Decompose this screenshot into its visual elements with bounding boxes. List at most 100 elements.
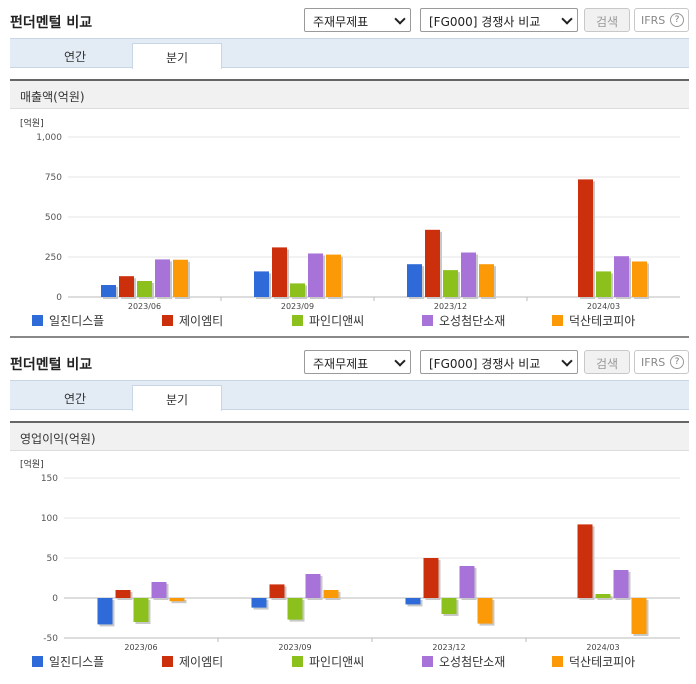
legend-label: 제이엠티 (179, 655, 223, 669)
bar (173, 259, 188, 297)
panel-title: 펀더멘털 비교 (10, 15, 93, 31)
legend-label: 파인디앤씨 (309, 655, 364, 669)
panel-header: 펀더멘털 비교 주재무제표 [FG000] 경쟁사 비교 검색 IFRS? (0, 342, 696, 380)
tab-quarterly[interactable]: 분기 (132, 385, 222, 411)
legend-label: 오성첨단소재 (439, 655, 505, 669)
legend-swatch (552, 315, 563, 326)
y-tick-label: 500 (45, 213, 62, 223)
divider (10, 336, 689, 338)
statement-select-value: 주재무제표 (313, 357, 369, 371)
bar (407, 264, 422, 297)
y-tick-label: 100 (41, 514, 58, 524)
legend-label: 덕산테코피아 (569, 655, 635, 669)
bar (133, 598, 149, 622)
ifrs-button[interactable]: IFRS? (634, 8, 689, 32)
bar (308, 253, 323, 297)
ifrs-button[interactable]: IFRS? (634, 350, 689, 374)
bar (441, 598, 457, 614)
ifrs-label: IFRS (641, 14, 666, 27)
bar (155, 259, 170, 297)
legend-swatch (552, 656, 563, 667)
bar (577, 524, 593, 598)
bar (477, 598, 493, 624)
bar (595, 594, 611, 598)
section-header: 매출액(억원) (10, 79, 689, 109)
bar (269, 584, 285, 598)
x-tick-label: 2024/03 (587, 302, 620, 311)
bar (405, 598, 421, 605)
bar (614, 256, 629, 297)
legend-swatch (32, 656, 43, 667)
bar (151, 582, 167, 598)
tab-annual[interactable]: 연간 (63, 392, 87, 406)
statement-select-value: 주재무제표 (313, 15, 369, 29)
bar (461, 252, 476, 297)
peer-group-select[interactable]: [FG000] 경쟁사 비교 (420, 8, 578, 32)
peer-group-select-value: [FG000] 경쟁사 비교 (429, 357, 541, 371)
bar (596, 271, 611, 297)
peer-group-select-value: [FG000] 경쟁사 비교 (429, 15, 541, 29)
legend-label: 제이엠티 (179, 314, 223, 328)
help-icon[interactable]: ? (670, 355, 684, 369)
tab-quarterly[interactable]: 분기 (132, 43, 222, 69)
bar (119, 276, 134, 297)
search-button[interactable]: 검색 (584, 8, 630, 32)
x-tick-label: 2024/03 (586, 643, 619, 652)
x-tick-label: 2023/12 (432, 643, 465, 652)
bar (632, 261, 647, 297)
bar (305, 574, 321, 598)
bar (97, 598, 113, 625)
legend-label: 덕산테코피아 (569, 314, 635, 328)
legend-swatch (422, 656, 433, 667)
y-tick-label: 150 (41, 474, 58, 484)
legend-swatch (162, 315, 173, 326)
statement-select[interactable]: 주재무제표 (304, 350, 411, 374)
section-title: 영업이익(억원) (20, 432, 96, 446)
bar (101, 285, 116, 297)
bar (631, 598, 647, 634)
revenue-panel: 펀더멘털 비교 주재무제표 [FG000] 경쟁사 비교 검색 IFRS? 연간… (0, 0, 696, 340)
y-tick-label: -50 (43, 634, 58, 644)
peer-group-select[interactable]: [FG000] 경쟁사 비교 (420, 350, 578, 374)
bar (115, 590, 131, 598)
legend-label: 오성첨단소재 (439, 314, 505, 328)
y-tick-label: 0 (52, 594, 58, 604)
y-axis-unit: [억원] (20, 458, 44, 470)
x-tick-label: 2023/06 (128, 302, 161, 311)
bar (251, 598, 267, 608)
section-header: 영업이익(억원) (10, 421, 689, 451)
statement-select[interactable]: 주재무제표 (304, 8, 411, 32)
y-tick-label: 750 (45, 173, 62, 183)
legend-swatch (292, 315, 303, 326)
period-tabs: 연간 분기 (10, 380, 689, 411)
bar (323, 590, 339, 598)
x-tick-label: 2023/09 (281, 302, 314, 311)
x-tick-label: 2023/12 (434, 302, 467, 311)
x-tick-label: 2023/06 (124, 643, 157, 652)
period-tabs: 연간 분기 (10, 38, 689, 69)
y-tick-label: 50 (47, 554, 59, 564)
panel-title: 펀더멘털 비교 (10, 357, 93, 373)
panel-header: 펀더멘털 비교 주재무제표 [FG000] 경쟁사 비교 검색 IFRS? (0, 0, 696, 38)
bar (254, 271, 269, 297)
bar (459, 566, 475, 598)
legend-label: 파인디앤씨 (309, 314, 364, 328)
bar (287, 598, 303, 620)
search-button[interactable]: 검색 (584, 350, 630, 374)
legend-label: 일진디스플 (49, 314, 104, 328)
section-title: 매출액(억원) (20, 90, 85, 104)
operating-profit-panel: 펀더멘털 비교 주재무제표 [FG000] 경쟁사 비교 검색 IFRS? 연간… (0, 342, 696, 684)
tab-annual[interactable]: 연간 (63, 50, 87, 64)
help-icon[interactable]: ? (670, 13, 684, 27)
bar (137, 281, 152, 297)
bar-shadow (171, 600, 187, 604)
y-tick-label: 0 (56, 293, 62, 303)
y-tick-label: 1,000 (36, 133, 62, 143)
bar (425, 229, 440, 297)
ifrs-label: IFRS (641, 356, 666, 369)
bar (290, 283, 305, 297)
bar (578, 179, 593, 297)
bar (272, 247, 287, 297)
legend-swatch (292, 656, 303, 667)
x-tick-label: 2023/09 (278, 643, 311, 652)
